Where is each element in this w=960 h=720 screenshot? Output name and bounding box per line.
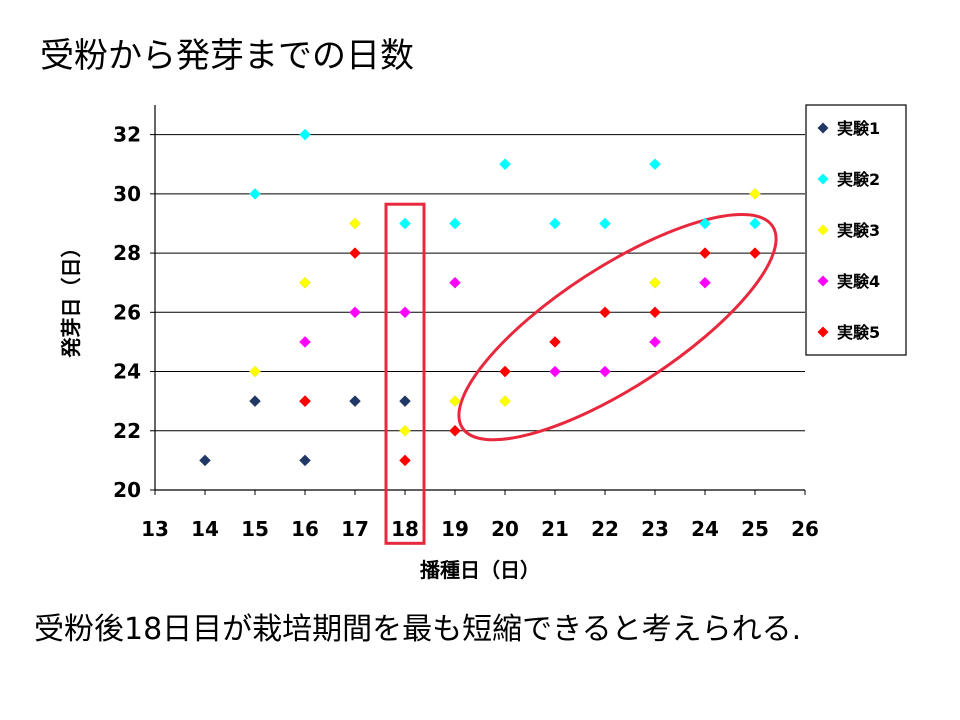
legend-label: 実験2 xyxy=(837,170,880,189)
legend-marker xyxy=(817,275,829,287)
data-point-series-5 xyxy=(549,336,561,348)
data-point-series-4 xyxy=(299,336,311,348)
data-point-series-5 xyxy=(699,247,711,259)
legend-marker xyxy=(817,326,829,338)
legend-label: 実験5 xyxy=(837,323,880,342)
x-tick-label: 15 xyxy=(241,517,269,541)
data-point-series-3 xyxy=(349,217,361,230)
data-point-series-1 xyxy=(249,395,261,408)
data-points xyxy=(199,128,761,467)
data-point-series-3 xyxy=(299,276,311,289)
data-point-series-2 xyxy=(549,217,561,230)
slide-title: 受粉から発芽までの日数 xyxy=(40,36,414,76)
x-tick-label: 26 xyxy=(791,517,819,541)
legend: 実験1 実験2 実験3 実験4 実験5 xyxy=(805,104,907,356)
data-point-series-3 xyxy=(399,424,411,437)
data-point-series-4 xyxy=(349,306,361,319)
data-point-series-2 xyxy=(749,217,761,230)
legend-label: 実験1 xyxy=(837,119,880,138)
x-tick-label: 22 xyxy=(591,517,619,541)
data-point-series-4 xyxy=(399,306,411,319)
grid-lines xyxy=(155,134,805,432)
data-point-series-1 xyxy=(299,454,311,467)
x-tick-label: 25 xyxy=(741,517,769,541)
data-point-series-3 xyxy=(499,395,511,408)
x-tick-label: 23 xyxy=(641,517,669,541)
data-point-series-5 xyxy=(349,247,361,259)
y-tick-label: 20 xyxy=(113,478,141,502)
x-tick-label: 13 xyxy=(141,517,169,541)
tick-labels: 20 22 24 26 28 30 32 13 14 15 16 17 18 19 20 21 22 23 24 25… xyxy=(113,123,819,541)
data-point-series-2 xyxy=(699,217,711,230)
x-axis-label: 播種日（日） xyxy=(420,558,540,582)
data-point-series-2 xyxy=(449,217,461,230)
data-point-series-5 xyxy=(599,306,611,319)
data-point-series-2 xyxy=(599,217,611,230)
highlight-rectangle xyxy=(384,202,426,545)
data-point-series-2 xyxy=(649,158,661,171)
data-point-series-4 xyxy=(549,365,561,378)
data-point-series-2 xyxy=(249,187,261,200)
axes xyxy=(150,105,806,495)
data-point-series-5 xyxy=(299,395,311,408)
x-tick-label: 17 xyxy=(341,517,369,541)
data-point-series-1 xyxy=(349,395,361,408)
data-point-series-5 xyxy=(749,247,761,259)
data-point-series-3 xyxy=(749,187,761,200)
annotations xyxy=(384,202,778,545)
legend-label: 実験3 xyxy=(837,221,880,240)
data-point-series-5 xyxy=(649,306,661,319)
y-tick-label: 26 xyxy=(113,300,141,324)
legend-marker xyxy=(817,173,829,185)
x-tick-label: 20 xyxy=(491,517,519,541)
data-point-series-2 xyxy=(299,128,311,141)
data-point-series-5 xyxy=(449,424,461,437)
legend-label: 実験4 xyxy=(837,272,880,291)
x-tick-label: 16 xyxy=(291,517,319,541)
y-tick-label: 28 xyxy=(113,241,141,265)
y-tick-label: 32 xyxy=(113,123,141,147)
data-point-series-4 xyxy=(449,276,461,289)
data-point-series-3 xyxy=(649,276,661,289)
data-point-series-5 xyxy=(499,365,511,378)
x-tick-label: 19 xyxy=(441,517,469,541)
data-point-series-4 xyxy=(599,365,611,378)
data-point-series-1 xyxy=(399,395,411,408)
slide-caption: 受粉後18日目が栽培期間を最も短縮できると考えられる. xyxy=(34,612,802,647)
y-tick-label: 24 xyxy=(113,360,141,384)
data-point-series-1 xyxy=(199,454,211,467)
y-tick-label: 22 xyxy=(113,419,141,443)
data-point-series-2 xyxy=(399,217,411,230)
data-point-series-3 xyxy=(249,365,261,378)
legend-marker xyxy=(817,122,829,134)
data-point-series-5 xyxy=(399,454,411,467)
data-point-series-3 xyxy=(449,395,461,408)
y-tick-label: 30 xyxy=(113,182,141,206)
data-point-series-2 xyxy=(499,158,511,171)
x-tick-label: 21 xyxy=(541,517,569,541)
x-tick-label: 24 xyxy=(691,517,719,541)
data-point-series-4 xyxy=(699,276,711,289)
x-tick-label: 14 xyxy=(191,517,219,541)
legend-marker xyxy=(817,224,829,236)
data-point-series-4 xyxy=(649,336,661,348)
y-axis-label: 発芽日（日） xyxy=(59,238,83,359)
x-tick-label: 18 xyxy=(391,517,419,541)
highlight-ellipse xyxy=(457,212,778,442)
